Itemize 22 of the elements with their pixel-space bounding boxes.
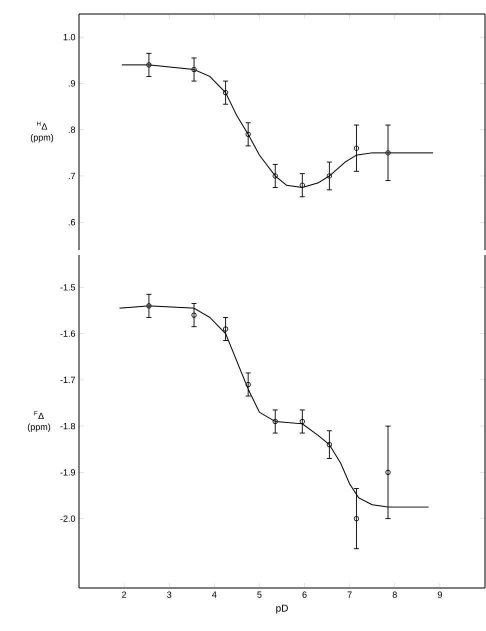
x-tick-label: 7 xyxy=(348,592,352,598)
x-tick-label: 4 xyxy=(212,592,217,598)
y-tick-label: .6 xyxy=(68,219,76,226)
x-tick-label: 2 xyxy=(122,592,126,598)
y-tick-label: .8 xyxy=(68,126,76,133)
y-tick-label: .7 xyxy=(68,172,76,180)
y-tick-label: -1.7 xyxy=(60,376,76,383)
x-tick-label: 6 xyxy=(302,592,307,598)
x-tick-label: 3 xyxy=(167,592,172,598)
y-tick-label: -1.8 xyxy=(60,422,76,430)
y-tick-label: -1.6 xyxy=(60,330,76,337)
y-tick-label: -2.0 xyxy=(60,515,76,522)
x-axis-title: pD xyxy=(276,604,288,614)
y-tick-label: 1.0 xyxy=(64,34,76,40)
y-tick-label: .9 xyxy=(68,80,76,87)
y-axis-title: $^{F}$Δ (ppm) xyxy=(28,411,50,432)
x-tick-label: 5 xyxy=(257,592,262,598)
x-tick-label: 8 xyxy=(392,592,397,598)
y-axis-title: $^{H}$Δ (ppm) xyxy=(30,122,54,142)
x-tick-label: 9 xyxy=(438,592,442,598)
y-tick-label: -1.9 xyxy=(60,469,76,476)
y-tick-label: -1.5 xyxy=(60,284,76,291)
